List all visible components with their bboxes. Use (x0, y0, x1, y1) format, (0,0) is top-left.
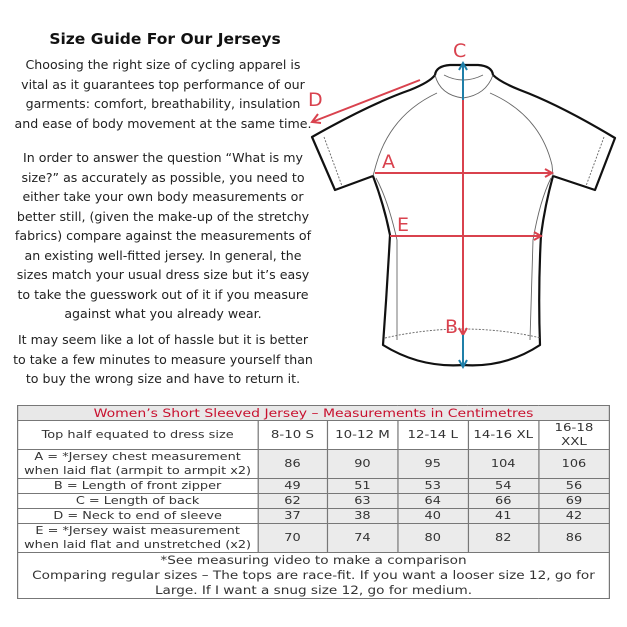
table-title: Women’s Short Sleeved Jersey – Measureme… (17, 405, 610, 421)
cell: 95 (396, 449, 469, 479)
cell: 49 (257, 478, 328, 494)
jersey-diagram: C D A E B (308, 40, 617, 370)
cell: 41 (467, 508, 540, 524)
length-arrows (458, 60, 468, 370)
cell: 86 (257, 449, 328, 479)
label-b: B (445, 316, 458, 338)
cell: 54 (467, 478, 540, 494)
table-row: B = Length of front zipper 49 51 53 54 5… (17, 478, 611, 494)
size-table: Women’s Short Sleeved Jersey – Measureme… (17, 405, 611, 599)
table-row: D = Neck to end of sleeve 37 38 40 41 42 (17, 508, 611, 524)
cell: 86 (537, 523, 611, 553)
jersey-outline (310, 63, 617, 367)
table-footer: *See measuring video to make a compariso… (17, 552, 610, 599)
row-label: A = *Jersey chest measurement when laid … (17, 449, 259, 479)
cell: 38 (326, 508, 399, 524)
size-header: 10-12 M (326, 420, 399, 450)
label-d: D (308, 89, 323, 111)
table-row: E = *Jersey waist measurement when laid … (17, 523, 611, 553)
cell: 63 (326, 493, 399, 509)
cell: 53 (396, 478, 469, 494)
cell: 80 (396, 523, 469, 553)
cell: 90 (326, 449, 399, 479)
table-header-row: Top half equated to dress size 8-10 S 10… (17, 420, 611, 450)
table-row: C = Length of back 62 63 64 66 69 (17, 493, 611, 509)
cell: 37 (257, 508, 328, 524)
size-header: 12-14 L (396, 420, 469, 450)
label-e: E (397, 214, 409, 236)
measure-paragraph: In order to answer the question “What is… (14, 150, 312, 321)
cell: 56 (537, 478, 611, 494)
table-row: A = *Jersey chest measurement when laid … (17, 449, 611, 479)
header-label: Top half equated to dress size (17, 420, 259, 450)
page-title: Size Guide For Our Jerseys (49, 30, 281, 48)
cell: 64 (396, 493, 469, 509)
cell: 62 (257, 493, 328, 509)
advice-paragraph: It may seem like a lot of hassle but it … (13, 332, 313, 386)
cell: 66 (467, 493, 540, 509)
cell: 51 (326, 478, 399, 494)
cell: 106 (537, 449, 611, 479)
size-header: 16-18 XXL (537, 420, 611, 450)
row-label: B = Length of front zipper (17, 478, 259, 494)
label-a: A (382, 151, 395, 173)
cell: 74 (326, 523, 399, 553)
cell: 70 (257, 523, 328, 553)
cell: 104 (467, 449, 540, 479)
size-header: 8-10 S (257, 420, 328, 450)
footnote: *See measuring video to make a compariso… (160, 554, 467, 567)
jersey-seams (323, 74, 605, 341)
fit-note: Comparing regular sizes – The tops are r… (32, 569, 595, 597)
cell: 42 (537, 508, 611, 524)
label-c: C (453, 40, 466, 62)
cell: 82 (467, 523, 540, 553)
row-label: C = Length of back (17, 493, 259, 509)
cell: 40 (396, 508, 469, 524)
cell: 69 (537, 493, 611, 509)
row-label: D = Neck to end of sleeve (17, 508, 259, 524)
size-header: 14-16 XL (467, 420, 540, 450)
row-label: E = *Jersey waist measurement when laid … (17, 523, 259, 553)
intro-paragraph: Choosing the right size of cycling appar… (14, 57, 312, 131)
